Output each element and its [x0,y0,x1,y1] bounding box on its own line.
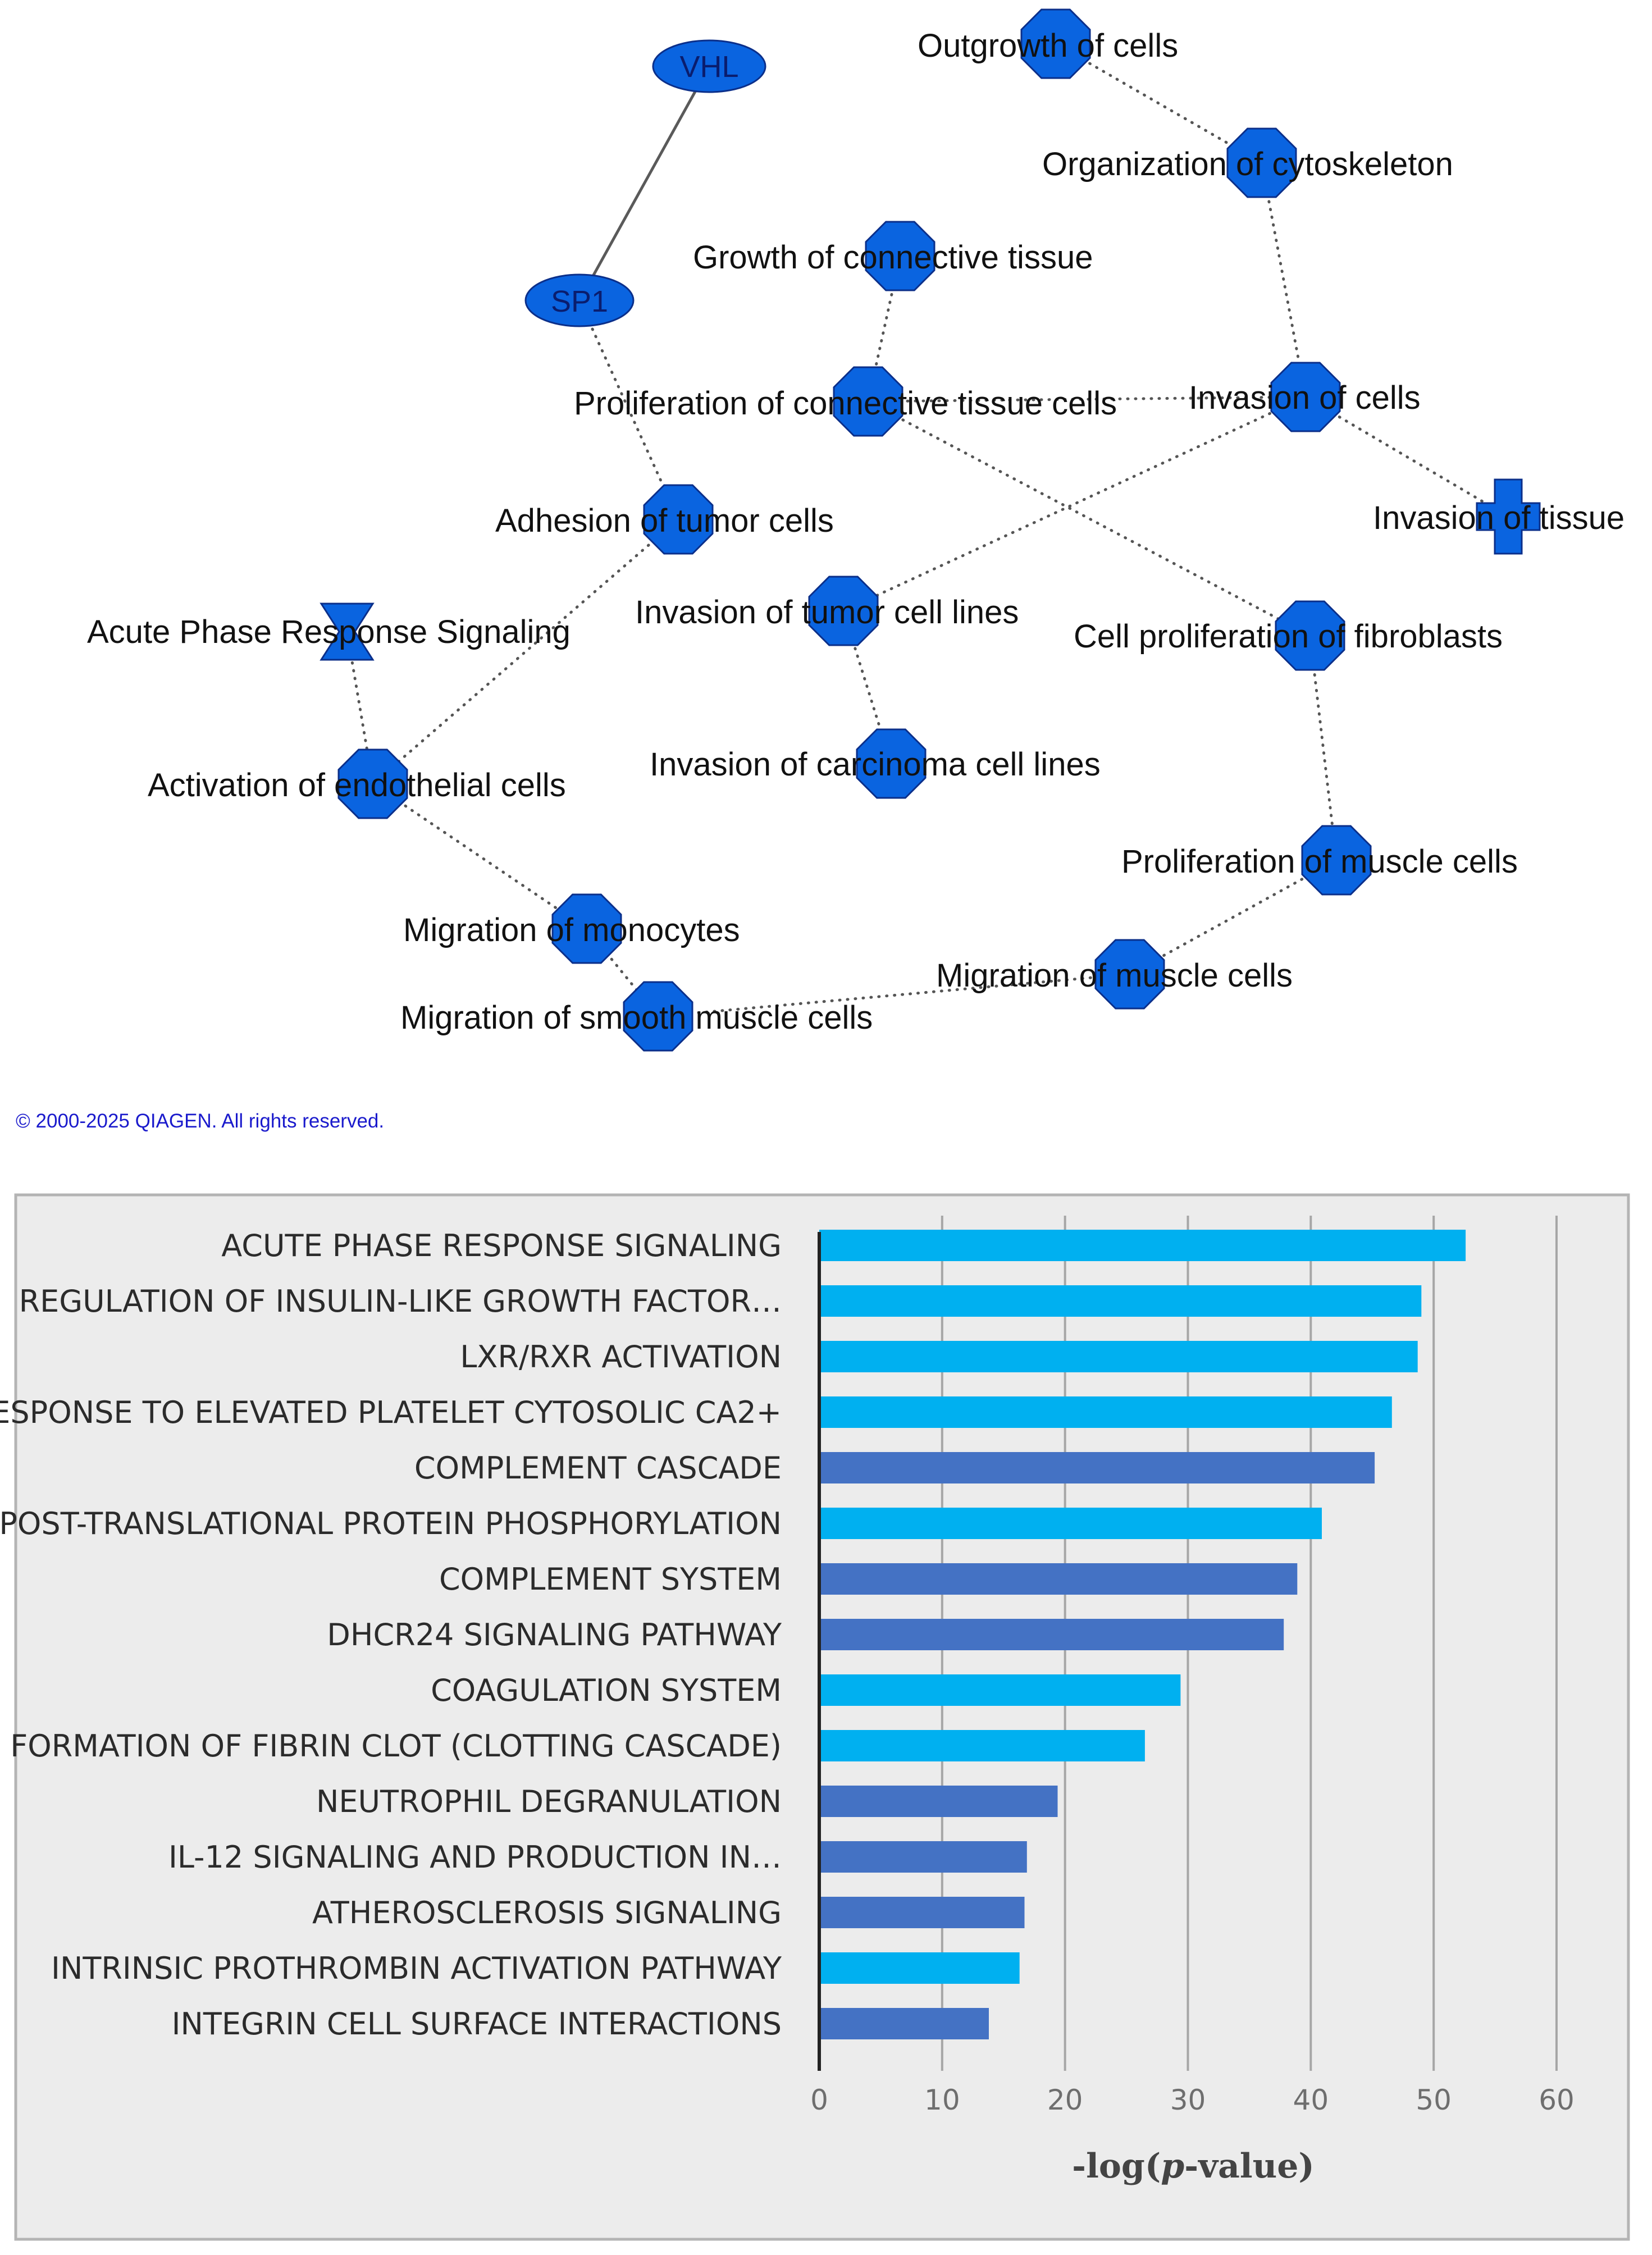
node-invasion_carc[interactable] [856,728,927,799]
node-growth_ct[interactable] [865,221,935,291]
node-adhesion[interactable] [643,484,714,555]
label-sp1: SP1 [551,285,608,318]
label-adhesion: Adhesion of tumor cells [495,503,834,539]
label-invasion_tissue: Invasion of tissue [1373,500,1624,536]
label-migration_muscle: Migration of muscle cells [936,957,1293,994]
node-acute_phase[interactable] [320,602,375,661]
x-tick-label: 10 [924,2084,960,2116]
node-migration_smooth[interactable] [623,981,693,1052]
category-label: RESPONSE TO ELEVATED PLATELET CYTOSOLIC … [0,1395,782,1430]
node-prolif_ct[interactable] [833,366,903,437]
category-label: IL-12 SIGNALING AND PRODUCTION IN… [168,1839,782,1875]
edge-invasion_cells-invasion_tumor [842,395,1307,613]
label-activation_endo: Activation of endothelial cells [148,767,566,804]
chart-tick-labels: 0 10 20 30 40 50 60 [810,2084,1575,2116]
x-tick-label: 60 [1539,2084,1575,2116]
network-labels: VHL SP1 Outgrowth of cells Organization of … [87,28,1624,1036]
network-edges [345,42,1510,1018]
label-outgrowth: Outgrowth of cells [918,28,1178,64]
label-vhl: VHL [679,50,738,84]
bar-6 [819,1563,1298,1595]
category-label: LXR/RXR ACTIVATION [460,1339,782,1375]
edge-prolif_muscle-migration_muscle [1128,859,1338,976]
edge-prolif_ct-cell_prolif_fib [866,400,1312,637]
label-migration_smooth: Migration of smooth muscle cells [400,999,873,1036]
bar-9 [819,1730,1145,1761]
network-nodes [320,8,1541,1052]
edge-organization-invasion_cells [1260,161,1307,399]
edge-invasion_cells-invasion_tissue [1304,395,1510,518]
label-acute_phase: Acute Phase Response Signaling [87,614,571,650]
x-tick-label: 0 [810,2084,828,2116]
node-organization[interactable] [1226,127,1297,198]
edge-sp1-adhesion [578,299,680,521]
x-axis-title-part: -value) [1184,2147,1315,2186]
category-label: INTEGRIN CELL SURFACE INTERACTIONS [172,2006,782,2042]
chart-category-labels: ACUTE PHASE RESPONSE SIGNALING REGULATION… [0,1228,782,2042]
node-sp1[interactable] [524,273,635,327]
bar-1 [819,1285,1422,1317]
label-prolif_muscle: Proliferation of muscle cells [1121,843,1518,880]
bar-0 [819,1230,1466,1261]
node-prolif_muscle[interactable] [1301,825,1372,896]
category-label: ACUTE PHASE RESPONSE SIGNALING [221,1228,782,1263]
edge-outgrowth-organization [1054,42,1263,165]
node-cell_prolif_fib[interactable] [1275,600,1345,671]
label-invasion_tumor: Invasion of tumor cell lines [635,594,1019,631]
bar-2 [819,1341,1418,1372]
edge-migration_muscle-migration_smooth [656,973,1131,1018]
category-label: NEUTROPHIL DEGRANULATION [316,1784,782,1819]
category-label: INTRINSIC PROTHROMBIN ACTIVATION PATHWAY [51,1951,782,1986]
node-migration_mono[interactable] [551,893,622,964]
bar-8 [819,1674,1181,1706]
bar-12 [819,1897,1025,1928]
bar-10 [819,1786,1058,1817]
label-prolif_ct: Proliferation of connective tissue cells [574,385,1117,422]
x-axis-title-part: -log( [1072,2147,1161,2186]
x-tick-label: 40 [1293,2084,1329,2116]
x-axis-title-italic: p [1161,2147,1184,2186]
label-invasion_carc: Invasion of carcinoma cell lines [650,746,1101,783]
x-tick-label: 30 [1170,2084,1206,2116]
label-invasion_cells: Invasion of cells [1189,380,1421,416]
bar-7 [819,1619,1284,1650]
copyright-text: © 2000-2025 QIAGEN. All rights reserved. [16,1110,384,1132]
label-cell_prolif_fib: Cell proliferation of fibroblasts [1074,618,1503,655]
category-label: POST-TRANSLATIONAL PROTEIN PHOSPHORYLATI… [0,1506,782,1541]
category-label: REGULATION OF INSULIN-LIKE GROWTH FACTOR… [19,1284,782,1319]
node-outgrowth[interactable] [1020,8,1091,79]
bar-3 [819,1396,1392,1428]
node-invasion_tumor[interactable] [808,576,879,646]
bar-5 [819,1508,1322,1539]
node-invasion_cells[interactable] [1270,362,1341,432]
category-label: ATHEROSCLEROSIS SIGNALING [312,1895,782,1930]
bar-13 [819,1952,1020,1984]
category-label: COMPLEMENT SYSTEM [439,1562,782,1597]
bar-4 [819,1452,1375,1483]
x-tick-label: 50 [1416,2084,1452,2116]
node-vhl[interactable] [652,39,766,93]
edge-prolif_ct-invasion_cells [866,395,1307,403]
label-growth_ct: Growth of connective tissue [693,239,1093,276]
bar-14 [819,2008,989,2039]
edge-activation_endo-migration_mono [371,782,588,930]
category-label: COAGULATION SYSTEM [431,1673,782,1708]
bar-11 [819,1841,1027,1873]
chart-bars [819,1230,1466,2039]
category-label: DHCR24 SIGNALING PATHWAY [327,1617,782,1653]
x-tick-label: 20 [1047,2084,1083,2116]
pathway-bar-chart: ACUTE PHASE RESPONSE SIGNALING REGULATION… [0,1193,1630,2241]
node-migration_muscle[interactable] [1094,939,1165,1010]
label-migration_mono: Migration of monocytes [403,912,740,948]
edge-adhesion-activation_endo [371,518,680,786]
edge-vhl-sp1 [578,65,711,302]
category-label: FORMATION OF FIBRIN CLOT (CLOTTING CASCA… [10,1728,782,1764]
category-label: COMPLEMENT CASCADE [414,1450,782,1486]
node-invasion_tissue[interactable] [1476,478,1541,555]
x-axis-title: -log(p-value) [1072,2147,1315,2186]
label-organization: Organization of cytoskeleton [1042,146,1453,182]
edge-cell_prolif_fib-prolif_muscle [1308,634,1338,862]
node-activation_endo[interactable] [337,748,408,819]
